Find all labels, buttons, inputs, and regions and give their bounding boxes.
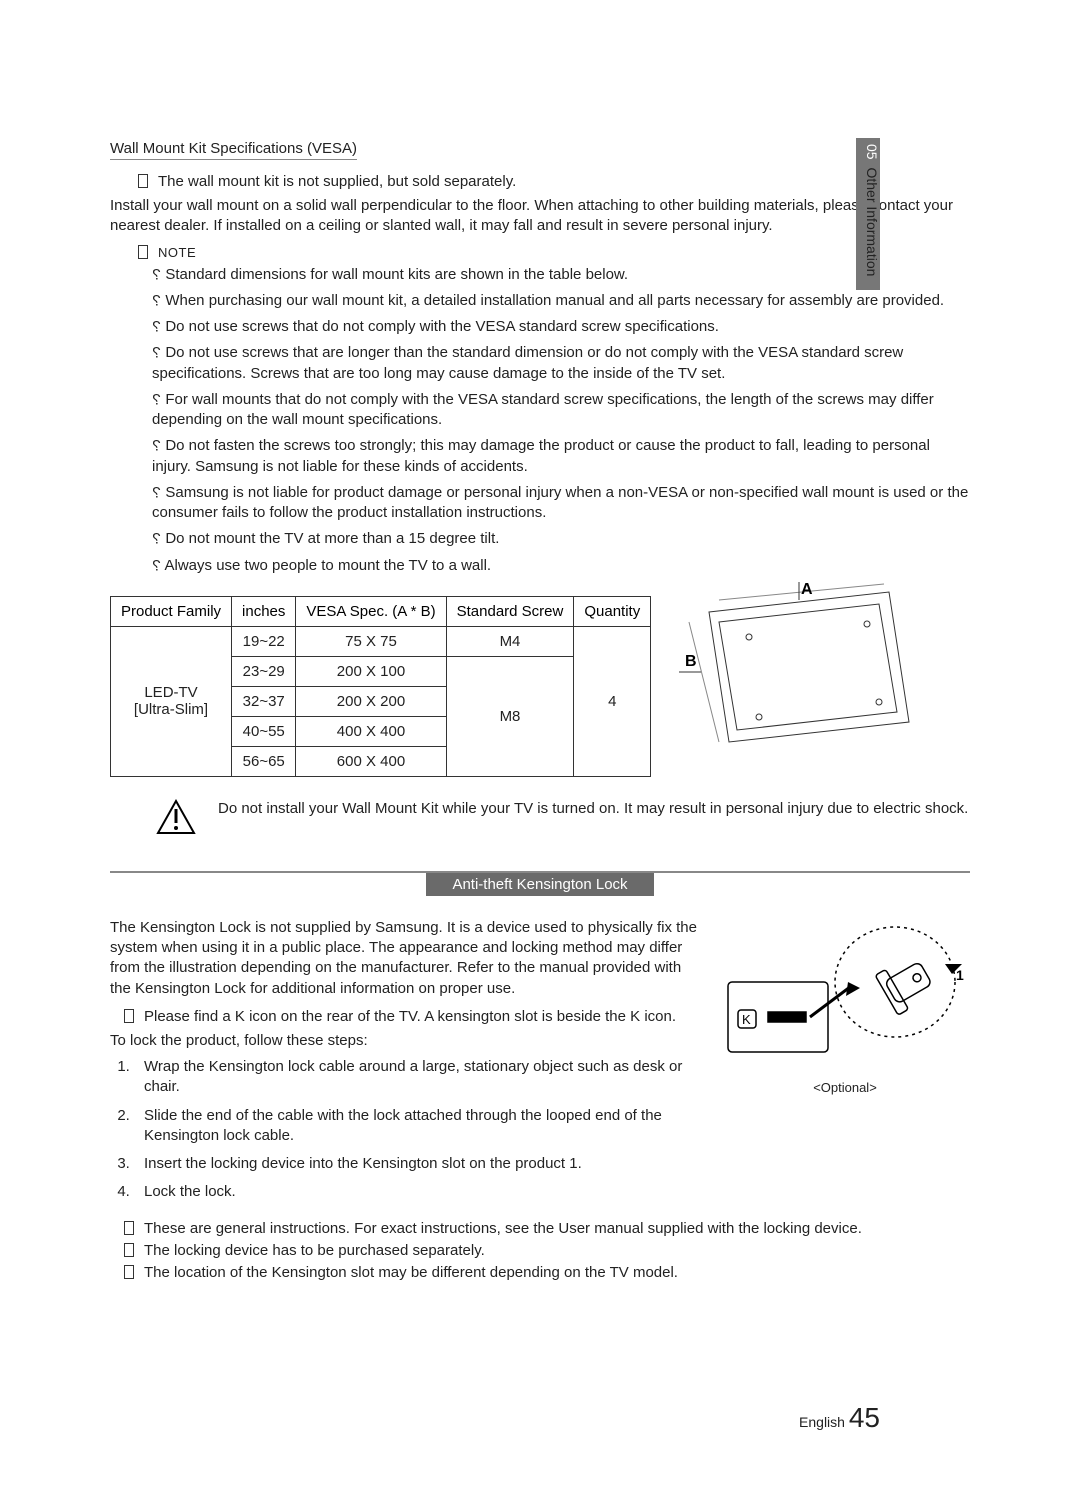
- tail-note: The locking device has to be purchased s…: [144, 1242, 485, 1259]
- bullet-item: ¿ Standard dimensions for wall mount kit…: [152, 265, 970, 285]
- th-screw: Standard Screw: [446, 596, 574, 626]
- checkbox-icon: [124, 1265, 134, 1279]
- side-tab-num: 05: [864, 144, 880, 160]
- side-tab-label: Other Information: [864, 167, 880, 276]
- section-title: Wall Mount Kit Speciﬁcations (VESA): [110, 140, 357, 160]
- intro-paragraph: Install your wall mount on a solid wall …: [110, 196, 970, 237]
- tv-diagram: A B: [679, 582, 919, 752]
- bullet-list: ¿ Standard dimensions for wall mount kit…: [152, 265, 970, 576]
- cell-screw: M8: [446, 656, 574, 776]
- svg-text:K: K: [742, 1012, 751, 1027]
- kensington-diagram: K 1: [720, 912, 970, 1072]
- checkbox-icon: [124, 1221, 134, 1235]
- bullet-text: Always use two people to mount the TV to…: [165, 557, 492, 574]
- bullet-item: ¿ For wall mounts that do not comply wit…: [152, 390, 970, 431]
- table-row: LED-TV [Ultra-Slim] 19~22 75 X 75 M4 4: [111, 626, 651, 656]
- tail-note-row: The location of the Kensington slot may …: [124, 1263, 970, 1281]
- optional-caption: <Optional>: [720, 1080, 970, 1095]
- cell-vesa: 400 X 400: [296, 716, 446, 746]
- th-inches: inches: [232, 596, 296, 626]
- cell-inches: 19~22: [232, 626, 296, 656]
- svg-text:1: 1: [956, 967, 964, 983]
- cell-inches: 56~65: [232, 746, 296, 776]
- th-qty: Quantity: [574, 596, 651, 626]
- bullet-item: ¿ Do not mount the TV at more than a 15 …: [152, 529, 970, 549]
- steps-list: Wrap the Kensington lock cable around a …: [134, 1057, 700, 1203]
- tail-note-row: These are general instructions. For exac…: [124, 1219, 970, 1237]
- cell-vesa: 200 X 200: [296, 686, 446, 716]
- bullet-text: Do not fasten the screws too strongly; t…: [152, 437, 930, 474]
- cell-screw: M4: [446, 626, 574, 656]
- bullet-item: ¿ Samsung is not liable for product dama…: [152, 483, 970, 524]
- step-item: Wrap the Kensington lock cable around a …: [134, 1057, 700, 1098]
- table-header-row: Product Family inches VESA Spec. (A * B)…: [111, 596, 651, 626]
- kensington-note: Please find a K icon on the rear of the …: [144, 1008, 676, 1025]
- warning-icon: [156, 799, 196, 835]
- banner-title: Anti-theft Kensington Lock: [426, 873, 653, 896]
- note-label: NOTE: [158, 245, 196, 260]
- bullet-item: ¿ Do not fasten the screws too strongly;…: [152, 436, 970, 477]
- cell-vesa: 600 X 400: [296, 746, 446, 776]
- diagram-label-a: A: [801, 582, 813, 598]
- vesa-table: Product Family inches VESA Spec. (A * B)…: [110, 596, 651, 777]
- checkbox-icon: [138, 245, 148, 259]
- cell-family: LED-TV [Ultra-Slim]: [111, 626, 232, 776]
- cell-vesa: 200 X 100: [296, 656, 446, 686]
- tail-note: These are general instructions. For exac…: [144, 1220, 862, 1237]
- cell-vesa: 75 X 75: [296, 626, 446, 656]
- checkbox-icon: [138, 174, 148, 188]
- bullet-text: Do not mount the TV at more than a 15 de…: [165, 530, 499, 547]
- bullet-item: ¿ When purchasing our wall mount kit, a …: [152, 291, 970, 311]
- checkbox-icon: [124, 1009, 134, 1023]
- th-family: Product Family: [111, 596, 232, 626]
- bullet-text: Do not use screws that are longer than t…: [152, 344, 903, 381]
- th-vesa: VESA Spec. (A * B): [296, 596, 446, 626]
- bullet-item: ¿ Do not use screws that are longer than…: [152, 343, 970, 384]
- tail-note-row: The locking device has to be purchased s…: [124, 1241, 970, 1259]
- section-banner: Anti-theft Kensington Lock: [110, 871, 970, 902]
- intro-note-row: The wall mount kit is not supplied, but …: [138, 172, 970, 190]
- steps-intro: To lock the product, follow these steps:: [110, 1031, 700, 1051]
- cell-qty: 4: [574, 626, 651, 776]
- kensington-paragraph: The Kensington Lock is not supplied by S…: [110, 918, 700, 999]
- cell-inches: 23~29: [232, 656, 296, 686]
- kensington-note-row: Please find a K icon on the rear of the …: [124, 1007, 700, 1025]
- tail-note: The location of the Kensington slot may …: [144, 1264, 678, 1281]
- diagram-label-b: B: [685, 653, 697, 670]
- bullet-text: Samsung is not liable for product damage…: [152, 484, 968, 521]
- note-row: NOTE: [138, 243, 970, 261]
- warning-text: Do not install your Wall Mount Kit while…: [218, 799, 968, 819]
- cell-inches: 40~55: [232, 716, 296, 746]
- footer-page: 45: [849, 1402, 880, 1433]
- page-footer: English 45: [799, 1402, 880, 1434]
- step-item: Insert the locking device into the Kensi…: [134, 1154, 700, 1174]
- checkbox-icon: [124, 1243, 134, 1257]
- bullet-text: Do not use screws that do not comply wit…: [165, 318, 719, 335]
- bullet-item: ¿ Always use two people to mount the TV …: [152, 556, 970, 576]
- bullet-text: For wall mounts that do not comply with …: [152, 391, 934, 428]
- intro-note: The wall mount kit is not supplied, but …: [158, 173, 516, 190]
- bullet-text: Standard dimensions for wall mount kits …: [165, 266, 628, 283]
- step-item: Lock the lock.: [134, 1182, 700, 1202]
- bullet-item: ¿ Do not use screws that do not comply w…: [152, 317, 970, 337]
- bullet-text: When purchasing our wall mount kit, a de…: [165, 292, 944, 309]
- step-item: Slide the end of the cable with the lock…: [134, 1106, 700, 1147]
- footer-lang: English: [799, 1414, 845, 1430]
- warning-row: Do not install your Wall Mount Kit while…: [110, 799, 970, 835]
- cell-inches: 32~37: [232, 686, 296, 716]
